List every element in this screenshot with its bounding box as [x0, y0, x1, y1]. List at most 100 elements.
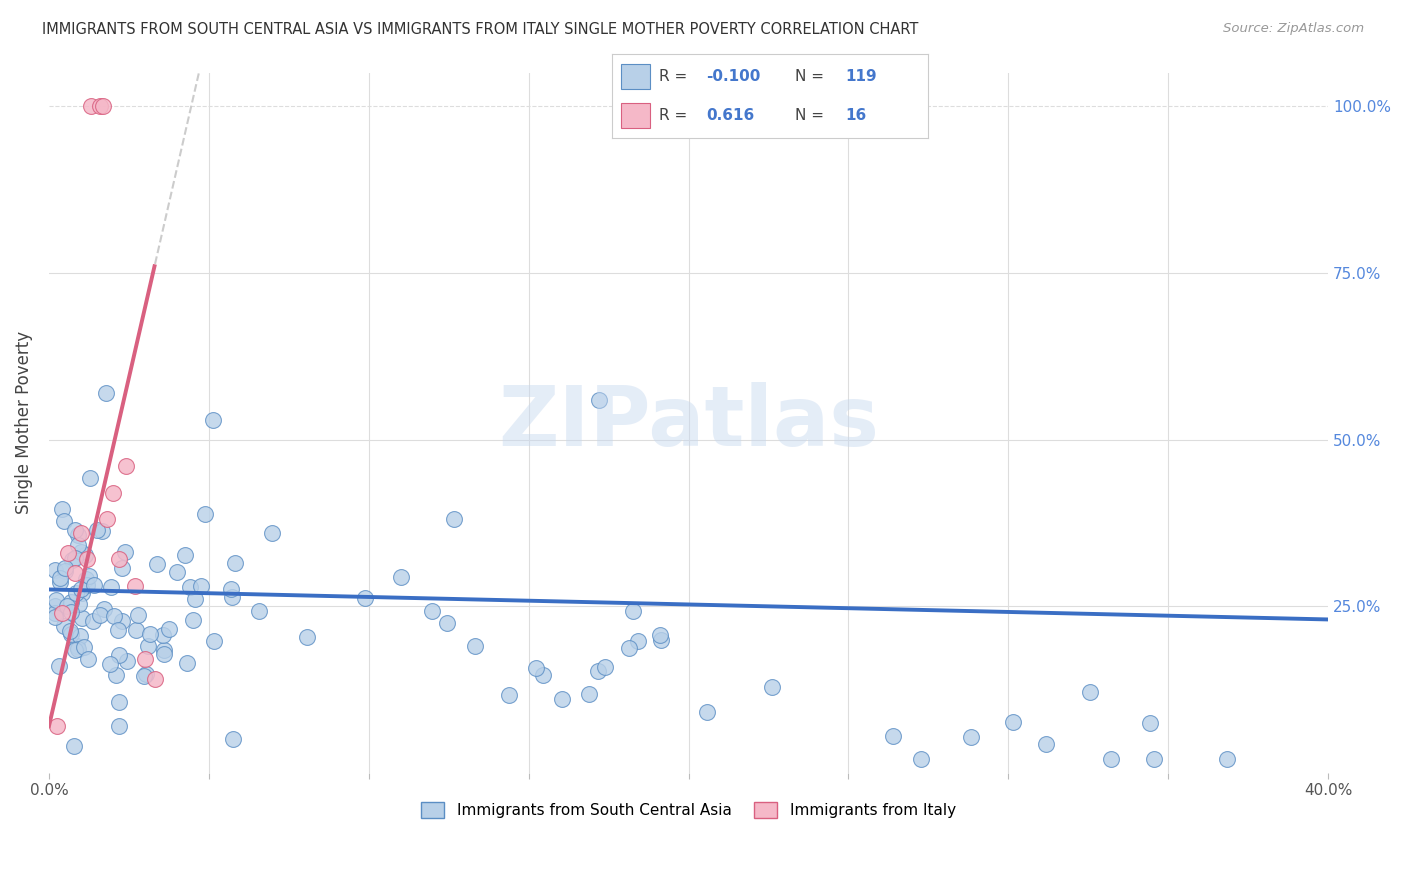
Point: [63, 739, 86, 753]
Point: [70, 582, 93, 596]
Point: [70, 544, 93, 558]
Point: [882, 729, 904, 743]
Point: [464, 639, 486, 653]
Point: [125, 623, 148, 637]
Point: [108, 719, 131, 733]
Point: [75, 572, 97, 586]
Point: [72, 586, 94, 600]
Point: [53, 561, 76, 575]
Point: [79, 99, 101, 113]
Point: [91, 99, 114, 113]
Point: [107, 623, 129, 637]
Text: Source: ZipAtlas.com: Source: ZipAtlas.com: [1223, 22, 1364, 36]
Point: [77, 652, 100, 666]
Point: [44, 599, 66, 613]
Point: [181, 613, 204, 627]
Point: [51, 606, 73, 620]
Point: [49, 574, 72, 589]
Point: [114, 459, 136, 474]
Point: [108, 648, 131, 662]
Point: [46, 719, 69, 733]
Point: [63, 566, 86, 580]
Point: [353, 591, 375, 605]
Point: [104, 667, 127, 681]
Point: [89, 99, 111, 113]
Point: [524, 661, 547, 675]
Point: [60, 626, 83, 640]
Point: [761, 680, 783, 694]
Point: [202, 633, 225, 648]
Point: [143, 673, 166, 687]
Text: R =: R =: [659, 108, 688, 123]
Point: [53, 564, 76, 578]
Point: [60, 553, 83, 567]
Point: [63, 642, 86, 657]
Point: [73, 640, 96, 655]
Point: [260, 525, 283, 540]
Point: [221, 591, 243, 605]
Text: ZIPatlas: ZIPatlas: [498, 383, 879, 463]
Point: [153, 643, 176, 657]
Point: [166, 565, 188, 579]
Point: [86, 523, 108, 537]
Point: [100, 580, 122, 594]
Point: [696, 706, 718, 720]
Point: [96, 512, 118, 526]
Point: [127, 608, 149, 623]
Point: [1078, 685, 1101, 699]
Point: [93, 602, 115, 616]
Point: [201, 412, 224, 426]
Point: [82, 614, 104, 628]
Point: [65, 551, 87, 566]
Point: [49, 571, 72, 585]
Point: [578, 687, 600, 701]
Point: [136, 639, 159, 653]
Text: IMMIGRANTS FROM SOUTH CENTRAL ASIA VS IMMIGRANTS FROM ITALY SINGLE MOTHER POVERT: IMMIGRANTS FROM SOUTH CENTRAL ASIA VS IM…: [42, 22, 918, 37]
Point: [135, 667, 157, 681]
Point: [101, 486, 124, 500]
Point: [1002, 715, 1025, 730]
Point: [98, 657, 121, 672]
Point: [45, 592, 67, 607]
Point: [586, 665, 609, 679]
Point: [53, 514, 76, 528]
Point: [648, 628, 671, 642]
Point: [219, 582, 242, 596]
Point: [132, 669, 155, 683]
Point: [59, 594, 82, 608]
Point: [498, 688, 520, 702]
Point: [44, 610, 66, 624]
Point: [66, 528, 89, 542]
Point: [76, 578, 98, 592]
Text: R =: R =: [659, 69, 688, 84]
Point: [83, 578, 105, 592]
Point: [593, 660, 616, 674]
Point: [1035, 737, 1057, 751]
Point: [627, 634, 650, 648]
Point: [70, 610, 93, 624]
Point: [224, 556, 246, 570]
Point: [63, 523, 86, 537]
Point: [531, 667, 554, 681]
Point: [910, 752, 932, 766]
Point: [617, 641, 640, 656]
Point: [184, 591, 207, 606]
Point: [146, 557, 169, 571]
Point: [59, 624, 82, 638]
Point: [77, 568, 100, 582]
Bar: [621, 63, 650, 89]
Point: [420, 604, 443, 618]
Point: [91, 524, 114, 539]
Point: [1143, 752, 1166, 766]
Point: [157, 623, 180, 637]
Point: [56, 546, 79, 560]
Point: [588, 392, 610, 407]
Point: [247, 604, 270, 618]
Point: [67, 597, 90, 611]
Point: [190, 579, 212, 593]
Point: [176, 657, 198, 671]
Point: [139, 627, 162, 641]
Point: [295, 631, 318, 645]
Point: [108, 695, 131, 709]
Point: [44, 563, 66, 577]
